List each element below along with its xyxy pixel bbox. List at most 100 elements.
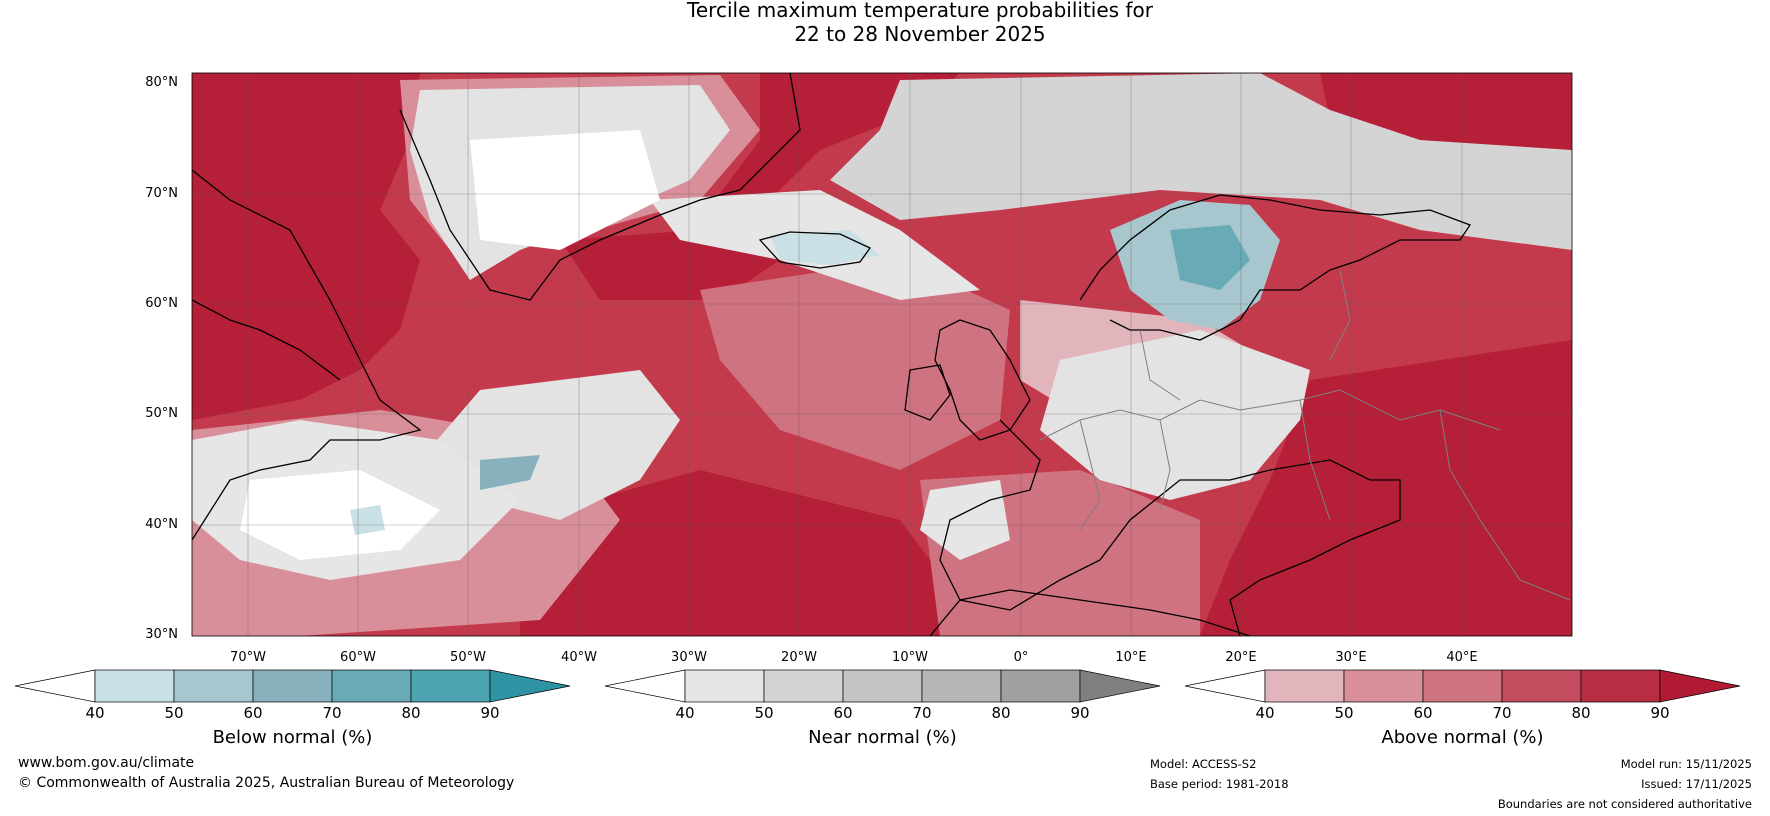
legend-2-high-extension	[1659, 669, 1741, 703]
labrador-coast	[192, 299, 341, 381]
legend-1-tick-80: 80	[991, 704, 1011, 722]
model-run-text: Model run: 15/11/2025	[1620, 757, 1752, 771]
cool-atlantic	[480, 455, 540, 490]
legend-0-swatch-5	[410, 669, 491, 703]
legend-2-tick-70: 70	[1492, 704, 1512, 722]
lon-label-30e: 30°E	[1335, 650, 1367, 665]
greenland-coast	[399, 73, 801, 301]
legend-1-high-extension	[1079, 669, 1161, 703]
country-boundaries	[1039, 269, 1571, 601]
coastlines	[192, 73, 1471, 636]
legend-below-normal	[15, 669, 571, 703]
legend-0-swatch-2	[173, 669, 254, 703]
legend-2-swatch-5	[1580, 669, 1661, 703]
near-normal-europe	[1040, 330, 1310, 500]
legend-0-swatch-4	[331, 669, 412, 703]
north-america-coast	[192, 169, 422, 541]
lat-label-40n: 40°N	[145, 517, 178, 532]
issued-text: Issued: 17/11/2025	[1641, 777, 1752, 791]
legend-0-tick-40: 40	[85, 704, 105, 722]
lat-label-50n: 50°N	[145, 406, 178, 421]
lon-label-60w: 60°W	[340, 650, 376, 665]
lat-label-70n: 70°N	[145, 186, 178, 201]
legend-2-tick-80: 80	[1571, 704, 1591, 722]
british-isles-coast	[934, 319, 1031, 441]
iceland-coast	[758, 231, 871, 269]
deep-warm-west	[192, 73, 420, 420]
legend-2-tick-40: 40	[1255, 704, 1275, 722]
lon-label-10w: 10°W	[892, 650, 928, 665]
lon-label-20e: 20°E	[1225, 650, 1257, 665]
cool-scandinavia-core	[1170, 225, 1250, 290]
lon-label-70w: 70°W	[230, 650, 266, 665]
near-normal-arctic	[830, 73, 1572, 250]
legend-1-low-extension	[605, 669, 686, 703]
legend-2-tick-90: 90	[1650, 704, 1670, 722]
model-text: Model: ACCESS-S2	[1150, 757, 1257, 771]
white-greenland	[470, 130, 660, 250]
ireland-coast	[904, 364, 951, 421]
near-normal-iberia	[920, 480, 1010, 560]
title-line-1: Tercile maximum temperature probabilitie…	[687, 0, 1153, 22]
legend-0-swatch-3	[252, 669, 333, 703]
map-frame	[191, 72, 1573, 637]
cool-iceland	[770, 230, 880, 265]
africa-coast	[929, 589, 1251, 636]
cool-na	[350, 505, 385, 535]
legend-1-swatch-4	[921, 669, 1002, 703]
legend-near-normal-title: Near normal (%)	[808, 727, 957, 748]
base-period-text: Base period: 1981-2018	[1150, 777, 1289, 791]
legend-2-low-extension	[1185, 669, 1266, 703]
legend-1-tick-40: 40	[675, 704, 695, 722]
legend-1-swatch-2	[763, 669, 844, 703]
legend-0-high-extension	[489, 669, 571, 703]
disclaimer-text: Boundaries are not considered authoritat…	[1497, 797, 1752, 811]
legend-1-tick-50: 50	[754, 704, 774, 722]
legend-2-swatch-1	[1264, 669, 1345, 703]
legend-0-tick-70: 70	[322, 704, 342, 722]
legend-2-swatch-4	[1501, 669, 1582, 703]
lat-label-30n: 30°N	[145, 627, 178, 642]
lon-label-20w: 20°W	[781, 650, 817, 665]
lon-label-50w: 50°W	[450, 650, 486, 665]
legend-0-tick-90: 90	[480, 704, 500, 722]
legend-1-swatch-1	[684, 669, 765, 703]
scandinavia-coast	[1079, 194, 1471, 341]
legend-1-tick-60: 60	[833, 704, 853, 722]
chart-title: Tercile maximum temperature probabilitie…	[0, 0, 1770, 46]
legend-below-normal-title: Below normal (%)	[212, 727, 373, 748]
legend-1-swatch-5	[1000, 669, 1081, 703]
website-link[interactable]: www.bom.gov.au/climate	[18, 755, 195, 771]
europe-coast	[939, 419, 1401, 636]
lon-label-40e: 40°E	[1446, 650, 1478, 665]
deep-warm-ne	[1320, 73, 1572, 160]
white-na	[240, 470, 440, 560]
legend-0-tick-80: 80	[401, 704, 421, 722]
lon-label-40w: 40°W	[561, 650, 597, 665]
lat-label-60n: 60°N	[145, 296, 178, 311]
lon-label-10e: 10°E	[1115, 650, 1147, 665]
map-fields	[192, 73, 1572, 636]
legend-2-swatch-2	[1343, 669, 1424, 703]
legend-2-swatch-3	[1422, 669, 1503, 703]
legend-2-tick-60: 60	[1413, 704, 1433, 722]
legend-2-tick-50: 50	[1334, 704, 1354, 722]
deep-warm-south	[520, 470, 960, 636]
copyright-text: © Commonwealth of Australia 2025, Austra…	[18, 775, 515, 791]
legend-0-low-extension	[15, 669, 96, 703]
lon-label-0: 0°	[1013, 650, 1029, 665]
legend-1-swatch-3	[842, 669, 923, 703]
legend-0-tick-50: 50	[164, 704, 184, 722]
legend-0-tick-60: 60	[243, 704, 263, 722]
legend-above-normal	[1185, 669, 1741, 703]
lon-label-30w: 30°W	[671, 650, 707, 665]
lat-label-80n: 80°N	[145, 75, 178, 90]
graticule	[192, 73, 1572, 636]
title-line-2: 22 to 28 November 2025	[794, 22, 1046, 46]
legend-near-normal	[605, 669, 1161, 703]
legend-above-normal-title: Above normal (%)	[1381, 727, 1544, 748]
legend-0-swatch-1	[94, 669, 175, 703]
legend-1-tick-70: 70	[912, 704, 932, 722]
legend-1-tick-90: 90	[1070, 704, 1090, 722]
